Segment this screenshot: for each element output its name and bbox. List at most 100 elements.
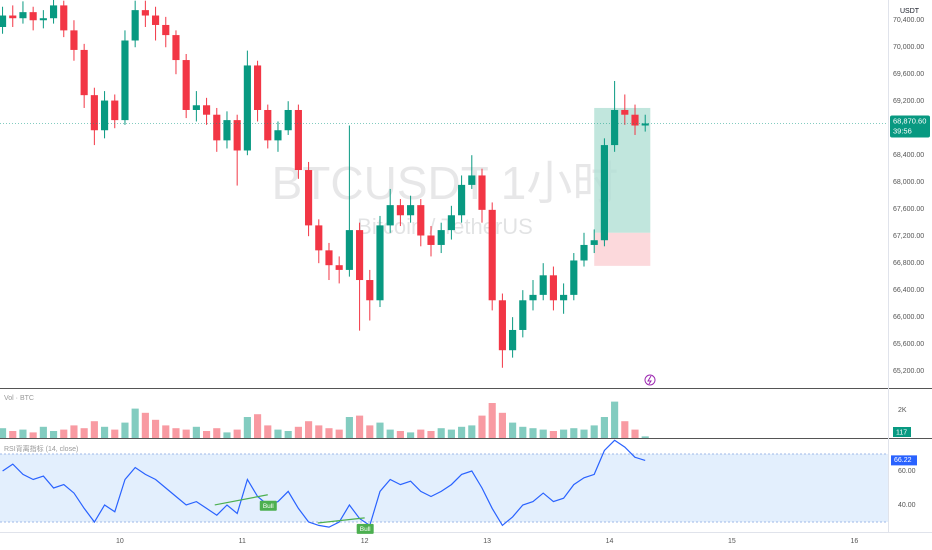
volume-bar: [580, 429, 588, 438]
divergence-label: Bull: [360, 526, 371, 533]
x-tick-label: 13: [483, 538, 491, 545]
volume-bar: [111, 429, 119, 438]
candle-body: [192, 105, 200, 110]
volume-bar: [141, 412, 149, 438]
candle-body: [458, 184, 466, 216]
rsi-line: [2, 439, 646, 528]
candle-body: [376, 225, 384, 301]
volume-bar: [600, 417, 608, 438]
volume-title: Vol · BTC: [4, 395, 34, 402]
volume-bar: [203, 431, 211, 438]
volume-bar: [478, 415, 486, 438]
volume-bar: [590, 425, 598, 438]
rsi-band: [0, 453, 888, 522]
candle-body: [631, 114, 639, 126]
rsi-tag-label: 66.22: [894, 457, 912, 464]
y-tick-label: 60.00: [898, 468, 916, 475]
candle-body: [233, 120, 241, 151]
volume-bar: [315, 425, 323, 438]
candle-body: [162, 24, 170, 36]
volume-bar: [305, 421, 313, 438]
y-tick-label: 2K: [898, 407, 907, 414]
x-tick-label: 12: [361, 538, 369, 545]
candle-body: [549, 275, 557, 301]
price-tag-label: 68,870.60: [893, 116, 926, 125]
volume-bar: [519, 426, 527, 438]
candle-body: [325, 250, 333, 266]
volume-bar: [325, 428, 333, 438]
candle-body: [641, 123, 649, 126]
volume-bar: [345, 417, 353, 438]
y-tick-label: 69,600.00: [893, 71, 924, 78]
candle-body: [294, 109, 302, 171]
volume-bar: [509, 422, 517, 438]
x-tick-label: 15: [728, 538, 736, 545]
volume-bar: [49, 431, 58, 438]
candle-body: [305, 170, 313, 226]
candle-body: [396, 205, 404, 216]
countdown: 39:56: [893, 126, 912, 135]
candle-body: [29, 12, 37, 21]
volume-bar: [233, 429, 241, 438]
candle-body: [570, 260, 578, 295]
volume-bar: [611, 401, 619, 438]
volume-bar: [356, 415, 364, 438]
candle-body: [407, 205, 415, 216]
candle-body: [468, 175, 476, 185]
volume-bar: [427, 431, 435, 438]
event-icon[interactable]: [644, 374, 656, 386]
candle-body: [447, 215, 455, 231]
volume-bar: [254, 414, 262, 438]
volume-bar: [366, 425, 374, 438]
volume-bar: [182, 429, 190, 438]
candle-body: [243, 65, 251, 151]
candle-body: [590, 240, 598, 245]
volume-bar: [19, 429, 27, 438]
volume-bar: [560, 429, 568, 438]
x-tick-label: 16: [850, 538, 858, 545]
y-tick-label: 66,400.00: [893, 287, 924, 294]
volume-bar: [468, 425, 476, 438]
candle-body: [366, 280, 374, 301]
volume-bar: [274, 429, 282, 438]
x-tick-label: 10: [116, 538, 124, 545]
volume-bar: [570, 428, 578, 438]
volume-bar: [529, 428, 537, 438]
candle-body: [478, 175, 486, 210]
y-tick-label: 67,600.00: [893, 206, 924, 213]
y-tick-label: 68,000.00: [893, 179, 924, 186]
volume-bar: [100, 426, 109, 438]
volume-bar: [172, 428, 180, 438]
candle-body: [580, 244, 588, 261]
volume-bar: [458, 426, 466, 438]
volume-tag-label: 117: [896, 429, 907, 436]
volume-bar: [447, 429, 455, 438]
volume-bar: [417, 429, 425, 438]
volume-bar: [121, 422, 129, 438]
candle-body: [131, 10, 139, 41]
candle-body: [223, 120, 231, 141]
volume-bar: [70, 425, 78, 438]
volume-bar: [223, 432, 231, 438]
candle-body: [70, 30, 78, 50]
candle-body: [39, 18, 47, 21]
candle-body: [203, 105, 211, 115]
candle-body: [345, 230, 353, 270]
watermark-title: BTCUSDT 1小时: [272, 157, 619, 209]
volume-bar: [29, 432, 37, 438]
y-tick-label: 70,000.00: [893, 44, 924, 51]
candle-body: [141, 10, 149, 16]
y-tick-label: 66,800.00: [893, 260, 924, 267]
candle-body: [19, 12, 27, 19]
volume-bar: [264, 425, 272, 438]
watermark-subtitle: Bitcoin / TetherUS: [357, 214, 533, 239]
candle-body: [427, 235, 435, 245]
volume-bar: [9, 431, 17, 438]
divergence-label: Bull: [263, 503, 274, 510]
candle-body: [213, 114, 221, 141]
divergence-line: [317, 517, 365, 524]
candle-body: [560, 294, 568, 301]
candle-body: [539, 275, 547, 295]
volume-bar: [131, 408, 139, 438]
volume-bar: [549, 431, 557, 438]
